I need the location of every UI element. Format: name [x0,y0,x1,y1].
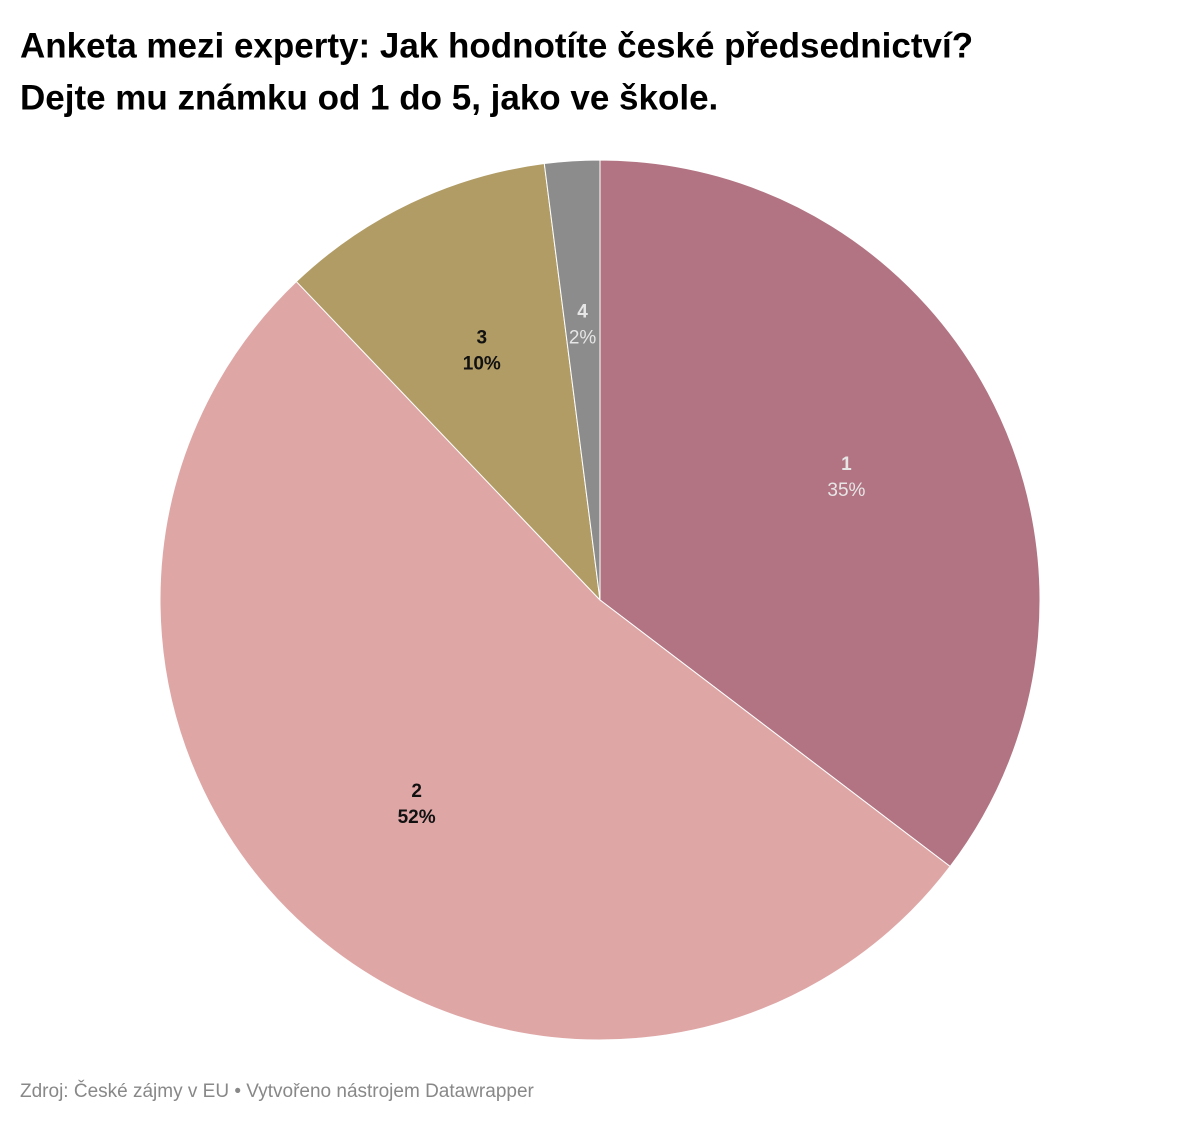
chart-title: Anketa mezi experty: Jak hodnotíte české… [20,26,973,65]
pie-slice [599,159,1041,868]
slice-value-label: 2% [569,328,597,349]
pie-slice [543,159,601,601]
slice-value-label: 35% [827,480,865,501]
pie-slice [295,162,601,602]
source-note: Zdroj: České zájmy v EU • Vytvořeno nást… [20,1080,535,1102]
slice-category-label: 4 [577,302,588,323]
slice-value-label: 10% [463,354,501,375]
chart-title: Dejte mu známku od 1 do 5, jako ve škole… [20,78,718,117]
slice-value-label: 52% [398,807,436,828]
slice-category-label: 1 [841,454,852,475]
slice-category-label: 2 [411,781,422,802]
slice-category-label: 3 [477,328,488,349]
pie-slice [159,280,951,1041]
